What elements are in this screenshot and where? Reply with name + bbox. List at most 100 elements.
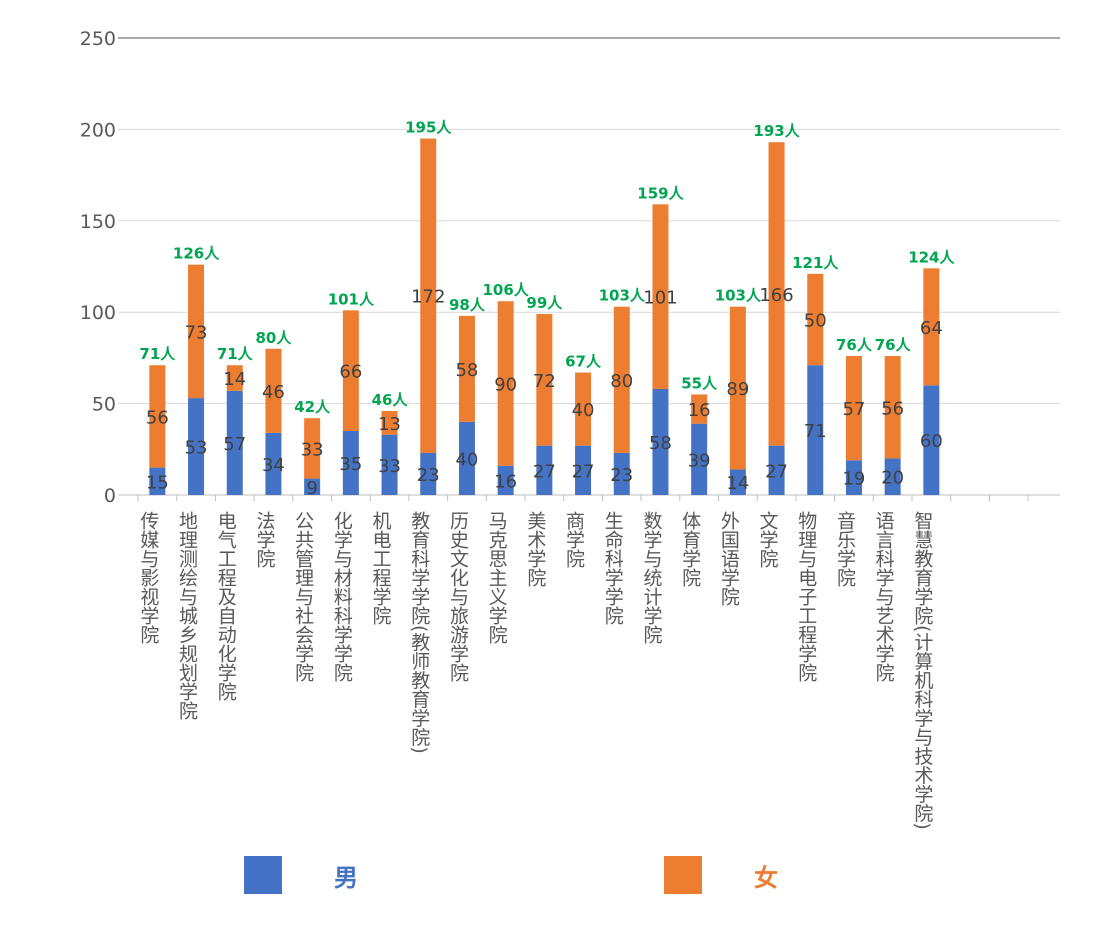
data-label-female: 66 — [339, 362, 362, 383]
bar-segment-male — [652, 388, 669, 495]
bar-segment-female — [342, 310, 359, 432]
data-label-male: 34 — [262, 455, 285, 476]
category-label: 公共管理与社会学院 — [292, 511, 314, 682]
total-label: 76人 — [875, 336, 912, 354]
total-label: 76人 — [836, 336, 873, 354]
category-label: 文学院 — [757, 511, 779, 568]
data-label-male: 60 — [920, 431, 943, 452]
data-label-male: 35 — [339, 454, 362, 475]
legend-item-male: 男 — [244, 855, 358, 895]
category-label: 美术学院 — [524, 511, 546, 587]
total-label: 126人 — [173, 245, 220, 263]
category-label: 法学院 — [253, 511, 275, 568]
total-label: 193人 — [753, 122, 800, 140]
bar-segment-male — [497, 465, 514, 495]
data-label-male: 27 — [765, 461, 788, 482]
data-label-male: 19 — [842, 469, 865, 490]
total-label: 101人 — [328, 290, 375, 308]
bar-segment-female — [497, 301, 514, 466]
legend-label-male: 男 — [334, 863, 358, 892]
bar-segment-male — [613, 452, 630, 495]
category-label: 音乐学院 — [834, 511, 856, 587]
data-label-female: 64 — [920, 318, 943, 339]
category-label: 语言科学与艺术学院 — [873, 511, 895, 682]
bar-segment-female — [536, 314, 553, 446]
data-label-female: 73 — [185, 322, 208, 343]
category-label: 地理测绘与城乡规划学院 — [176, 511, 198, 720]
total-label: 80人 — [256, 329, 293, 347]
data-label-female: 56 — [146, 407, 169, 428]
y-tick-label: 50 — [92, 394, 116, 416]
category-label: 历史文化与旅游学院 — [447, 511, 469, 682]
legend-swatch-male — [244, 856, 282, 894]
data-label-male: 15 — [146, 472, 169, 493]
total-label: 71人 — [139, 345, 176, 363]
bar-segment-female — [149, 365, 166, 468]
data-label-female: 46 — [262, 382, 285, 403]
data-label-male: 40 — [455, 449, 478, 470]
total-label: 106人 — [482, 281, 529, 299]
bar-segment-male — [884, 458, 901, 495]
total-label: 67人 — [565, 353, 602, 371]
data-label-female: 89 — [726, 379, 749, 400]
data-label-female: 56 — [881, 398, 904, 419]
bar-segment-female — [304, 418, 321, 479]
data-label-male: 20 — [881, 468, 904, 489]
category-label: 生命科学学院 — [602, 511, 624, 625]
bar-segment-male — [807, 365, 824, 495]
data-label-female: 172 — [411, 287, 445, 308]
data-label-male: 9 — [306, 478, 317, 499]
category-label: 马克思主义学院 — [486, 511, 508, 644]
category-label: 外国语学院 — [718, 511, 740, 606]
bar-segment-male — [188, 398, 205, 495]
bar-segment-female — [729, 306, 746, 470]
data-label-male: 58 — [649, 433, 672, 454]
category-label: 数学与统计学院 — [640, 511, 662, 644]
data-label-female: 50 — [804, 311, 827, 332]
total-label: 103人 — [715, 287, 762, 305]
bar-segment-male — [458, 421, 475, 495]
category-label: 物理与电子工程学院 — [795, 511, 817, 682]
bar-segment-male — [923, 385, 940, 495]
bar-segment-female — [458, 315, 475, 422]
data-label-male: 39 — [688, 450, 711, 471]
bar-segment-male — [575, 445, 592, 495]
legend-item-female: 女 — [664, 855, 778, 895]
legend-swatch-female — [664, 856, 702, 894]
total-label: 121人 — [792, 254, 839, 272]
y-tick-label: 100 — [80, 302, 116, 324]
data-label-male: 23 — [417, 465, 440, 486]
total-label: 42人 — [294, 398, 331, 416]
bar-segment-female — [923, 268, 940, 386]
bar-segment-male — [420, 452, 437, 495]
data-label-female: 72 — [533, 371, 556, 392]
total-label: 159人 — [637, 184, 684, 202]
category-label: 机电工程学院 — [370, 511, 392, 625]
bar-segment-male — [729, 469, 746, 495]
total-label: 46人 — [372, 391, 409, 409]
data-label-male: 27 — [572, 461, 595, 482]
data-label-female: 16 — [688, 400, 711, 421]
bar-segment-male — [381, 434, 398, 495]
bar-segment-male — [265, 432, 282, 495]
bar-segment-female — [226, 365, 243, 391]
data-label-female: 57 — [842, 399, 865, 420]
bar-segment-female — [575, 372, 592, 446]
data-label-female: 13 — [378, 414, 401, 435]
bar-segment-female — [845, 356, 862, 461]
data-label-female: 101 — [643, 288, 677, 309]
bar-segment-female — [265, 348, 282, 433]
data-label-male: 14 — [726, 473, 749, 494]
bar-segment-male — [845, 460, 862, 495]
category-label: 化学与材料科学学院 — [331, 511, 353, 682]
bar-segment-male — [149, 467, 166, 495]
bar-segment-female — [188, 264, 205, 399]
category-label: 智慧教育学院(计算机科学与技术学院) — [911, 511, 933, 830]
bar-segment-male — [226, 390, 243, 495]
data-label-female: 40 — [572, 400, 595, 421]
category-label: 传媒与影视学院 — [137, 511, 159, 644]
y-tick-label: 200 — [80, 119, 116, 141]
data-label-female: 90 — [494, 374, 517, 395]
bar-segment-male — [768, 445, 785, 495]
